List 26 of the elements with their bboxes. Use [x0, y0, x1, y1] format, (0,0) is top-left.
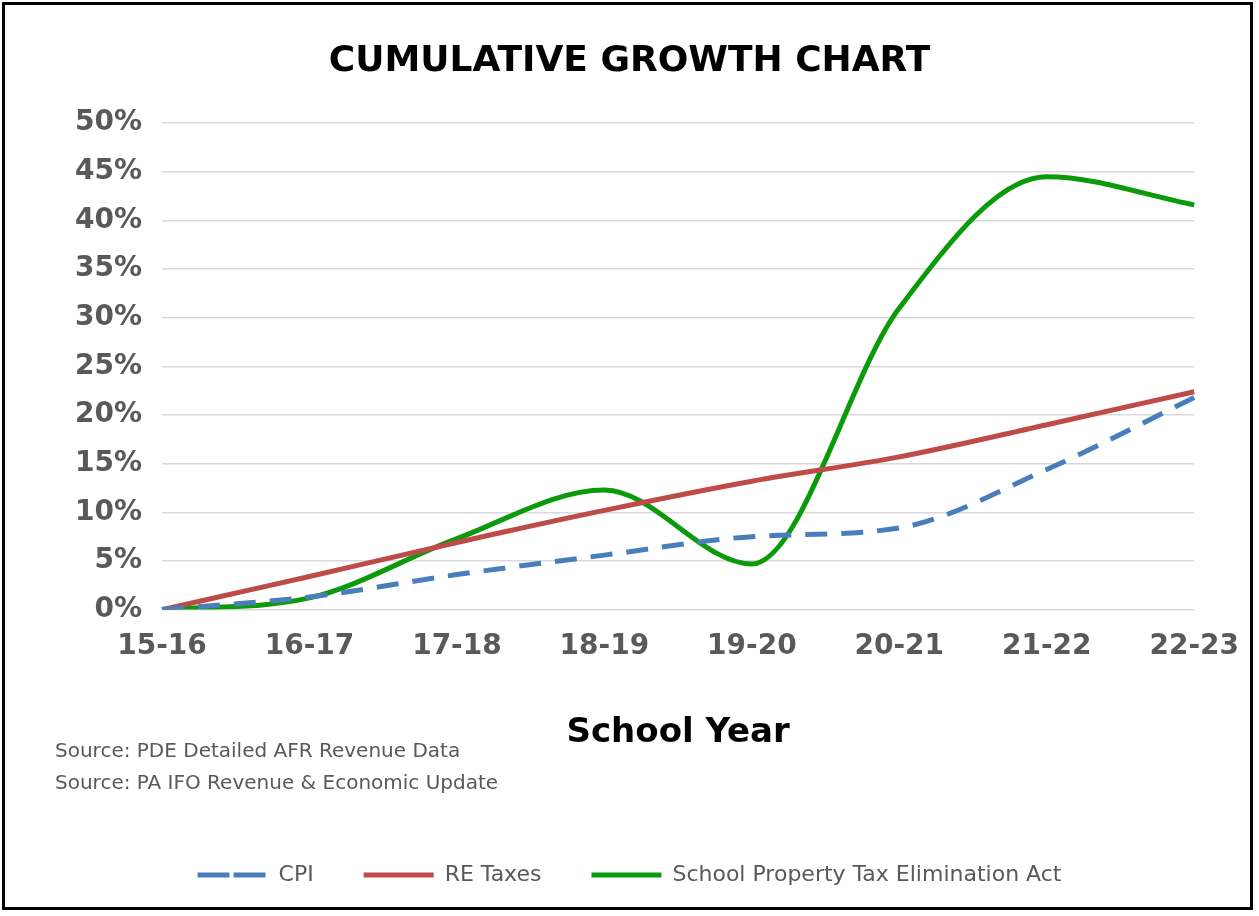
- y-tick-label: 40%: [74, 201, 143, 235]
- y-tick-label: 25%: [74, 347, 143, 381]
- x-tick-label: 16-17: [264, 627, 355, 661]
- y-tick-label: 20%: [74, 396, 143, 430]
- x-tick-label: 19-20: [707, 627, 797, 661]
- y-tick-label: 10%: [74, 493, 143, 527]
- y-tick-label: 5%: [94, 542, 143, 576]
- y-tick-label: 45%: [74, 153, 143, 187]
- x-tick-label: 18-19: [559, 627, 650, 661]
- y-tick-label: 0%: [94, 590, 143, 624]
- y-tick-label: 30%: [74, 299, 143, 333]
- legend-label: School Property Tax Elimination Act: [672, 860, 1062, 886]
- source-note: Source: PDE Detailed AFR Revenue Data: [55, 738, 461, 763]
- y-tick-label: 50%: [74, 104, 143, 138]
- legend-label: CPI: [278, 860, 314, 886]
- x-tick-label: 21-22: [1001, 627, 1092, 661]
- y-tick-label: 15%: [74, 444, 143, 478]
- chart-title: CUMULATIVE GROWTH CHART: [328, 37, 931, 79]
- x-axis-title: School Year: [566, 710, 791, 751]
- legend-label: RE Taxes: [444, 860, 542, 886]
- x-tick-label: 17-18: [412, 627, 502, 661]
- x-tick-label: 15-16: [117, 627, 207, 661]
- y-tick-label: 35%: [74, 250, 143, 284]
- x-tick-label: 22-23: [1149, 627, 1240, 661]
- source-note: Source: PA IFO Revenue & Economic Update: [55, 770, 499, 795]
- x-tick-label: 20-21: [854, 627, 945, 661]
